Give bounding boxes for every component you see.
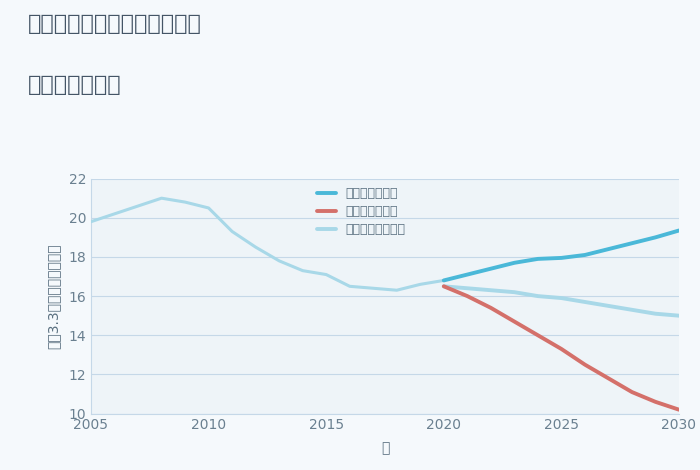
ノーマルシナリオ	[628, 307, 636, 313]
グッドシナリオ	[486, 266, 495, 272]
Y-axis label: 平（3.3㎡）単価（万円）: 平（3.3㎡）単価（万円）	[46, 243, 60, 349]
バッドシナリオ	[533, 332, 542, 338]
バッドシナリオ	[651, 399, 659, 405]
バッドシナリオ	[486, 305, 495, 311]
バッドシナリオ	[510, 319, 519, 324]
グッドシナリオ	[510, 260, 519, 266]
グッドシナリオ	[581, 252, 589, 258]
Line: バッドシナリオ: バッドシナリオ	[444, 286, 679, 410]
ノーマルシナリオ	[486, 288, 495, 293]
グッドシナリオ	[628, 241, 636, 246]
グッドシナリオ	[463, 272, 472, 277]
グッドシナリオ	[651, 235, 659, 240]
ノーマルシナリオ	[440, 283, 448, 289]
ノーマルシナリオ	[604, 303, 612, 309]
ノーマルシナリオ	[675, 313, 683, 319]
ノーマルシナリオ	[510, 290, 519, 295]
ノーマルシナリオ	[581, 299, 589, 305]
バッドシナリオ	[628, 389, 636, 395]
バッドシナリオ	[440, 283, 448, 289]
Line: ノーマルシナリオ: ノーマルシナリオ	[444, 286, 679, 316]
ノーマルシナリオ	[557, 295, 566, 301]
X-axis label: 年: 年	[381, 441, 389, 455]
バッドシナリオ	[557, 346, 566, 352]
ノーマルシナリオ	[651, 311, 659, 317]
グッドシナリオ	[533, 256, 542, 262]
Line: グッドシナリオ: グッドシナリオ	[444, 230, 679, 281]
ノーマルシナリオ	[533, 293, 542, 299]
Legend: グッドシナリオ, バッドシナリオ, ノーマルシナリオ: グッドシナリオ, バッドシナリオ, ノーマルシナリオ	[314, 185, 408, 239]
Text: 土地の価格推移: 土地の価格推移	[28, 75, 122, 95]
バッドシナリオ	[604, 376, 612, 381]
バッドシナリオ	[463, 293, 472, 299]
グッドシナリオ	[604, 246, 612, 252]
グッドシナリオ	[557, 255, 566, 261]
グッドシナリオ	[440, 278, 448, 283]
Text: 三重県松阪市嬉野権現前町の: 三重県松阪市嬉野権現前町の	[28, 14, 202, 34]
バッドシナリオ	[581, 362, 589, 368]
バッドシナリオ	[675, 407, 683, 413]
グッドシナリオ	[675, 227, 683, 233]
ノーマルシナリオ	[463, 285, 472, 291]
